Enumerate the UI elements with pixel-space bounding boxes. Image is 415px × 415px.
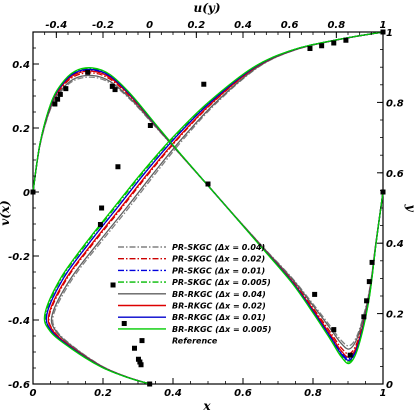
series-7-v-line — [32, 67, 384, 365]
y-left-tick-label: 0.4 — [12, 60, 30, 71]
reference-u-point — [135, 356, 141, 362]
legend-label: PR-SKGC (Δx = 0.005) — [172, 278, 271, 287]
reference-u-point — [319, 43, 325, 49]
series-1-v-line — [32, 72, 384, 355]
x-bottom-axis-label: x — [202, 399, 211, 413]
legend-label: BR-RKGC (Δx = 0.04) — [172, 290, 266, 299]
reference-v-point — [109, 83, 115, 89]
reference-v-point — [57, 91, 63, 97]
y-left-tick-label: -0.6 — [8, 380, 30, 391]
x-top-tick-label: 0.4 — [234, 20, 252, 31]
reference-u-point — [201, 81, 207, 87]
y-left-tick-label: -0.2 — [8, 252, 30, 263]
reference-u-point — [121, 320, 127, 326]
x-top-axis-label: u(y) — [193, 1, 220, 15]
reference-v-point — [347, 352, 353, 358]
y-left-tick-label: -0.4 — [8, 316, 30, 327]
y-right-axis-label: y — [404, 204, 415, 213]
x-bottom-tick-label: 0.6 — [234, 388, 252, 399]
reference-v-point — [366, 279, 372, 285]
x-top-tick-label: -0.2 — [92, 20, 114, 31]
reference-layer — [30, 29, 386, 387]
y-left-tick-label: 0 — [23, 188, 30, 199]
x-bottom-tick-label: 1 — [380, 388, 387, 399]
reference-u-point — [147, 381, 153, 387]
x-top-tick-label: 0.6 — [281, 20, 299, 31]
reference-v-point — [364, 298, 370, 304]
y-right-tick-label: 0.8 — [386, 98, 404, 109]
y-right-tick-label: 1 — [386, 28, 393, 39]
reference-v-point — [312, 291, 318, 297]
reference-v-point — [52, 101, 58, 107]
x-bottom-tick-label: 0.2 — [94, 388, 112, 399]
y-right-tick-label: 0.2 — [386, 310, 404, 321]
x-bottom-tick-label: 0 — [30, 388, 37, 399]
x-top-tick-label: 1 — [380, 20, 387, 31]
reference-u-point — [343, 37, 349, 43]
reference-u-point — [99, 205, 105, 211]
y-left-tick-label: 0.2 — [12, 124, 30, 135]
reference-u-point — [147, 122, 153, 128]
reference-v-point — [369, 259, 375, 265]
y-right-tick-label: 0.4 — [386, 239, 404, 250]
legend-label: BR-RKGC (Δx = 0.02) — [172, 302, 266, 311]
reference-v-point — [361, 314, 367, 320]
x-top-tick-label: 0.2 — [187, 20, 205, 31]
y-right-tick-label: 0 — [386, 380, 393, 391]
reference-u-point — [97, 222, 103, 228]
reference-v-point — [331, 327, 337, 333]
reference-u-point — [307, 46, 313, 52]
legend-label: BR-RKGC (Δx = 0.01) — [172, 313, 266, 322]
reference-v-point — [55, 96, 61, 102]
y-left-axis-label: v(x) — [0, 200, 12, 225]
reference-u-point — [110, 282, 116, 288]
x-top-tick-label: 0.8 — [327, 20, 345, 31]
reference-v-point — [380, 189, 386, 195]
reference-u-point — [331, 40, 337, 46]
legend-label: BR-RKGC (Δx = 0.005) — [172, 325, 271, 334]
legend-label: PR-SKGC (Δx = 0.02) — [172, 255, 265, 264]
x-top-tick-label: 0 — [146, 20, 153, 31]
reference-v-point — [205, 181, 211, 187]
reference-u-point — [115, 164, 121, 170]
legend-label: PR-SKGC (Δx = 0.04) — [172, 243, 265, 252]
legend: PR-SKGC (Δx = 0.04) PR-SKGC (Δx = 0.02) PR… — [118, 243, 271, 346]
x-bottom-tick-label: 0.4 — [164, 388, 182, 399]
ticks-layer: 0 0.2 0.4 0.6 0.8 1 -0.6 -0.4 -0.2 0 0.2 0.4 -0.4 -0.… — [8, 20, 404, 399]
reference-u-point — [132, 345, 137, 351]
y-right-tick-label: 0.6 — [386, 169, 404, 180]
reference-u-point — [138, 362, 144, 368]
x-top-tick-label: -0.4 — [45, 20, 67, 31]
legend-label: Reference — [172, 337, 218, 346]
legend-label: PR-SKGC (Δx = 0.01) — [172, 266, 265, 275]
reference-v-point — [112, 87, 118, 93]
reference-v-point — [85, 69, 91, 75]
legend-reference-marker — [139, 338, 145, 344]
x-bottom-tick-label: 0.8 — [304, 388, 322, 399]
reference-u-point — [137, 359, 143, 365]
reference-v-point — [63, 86, 69, 92]
